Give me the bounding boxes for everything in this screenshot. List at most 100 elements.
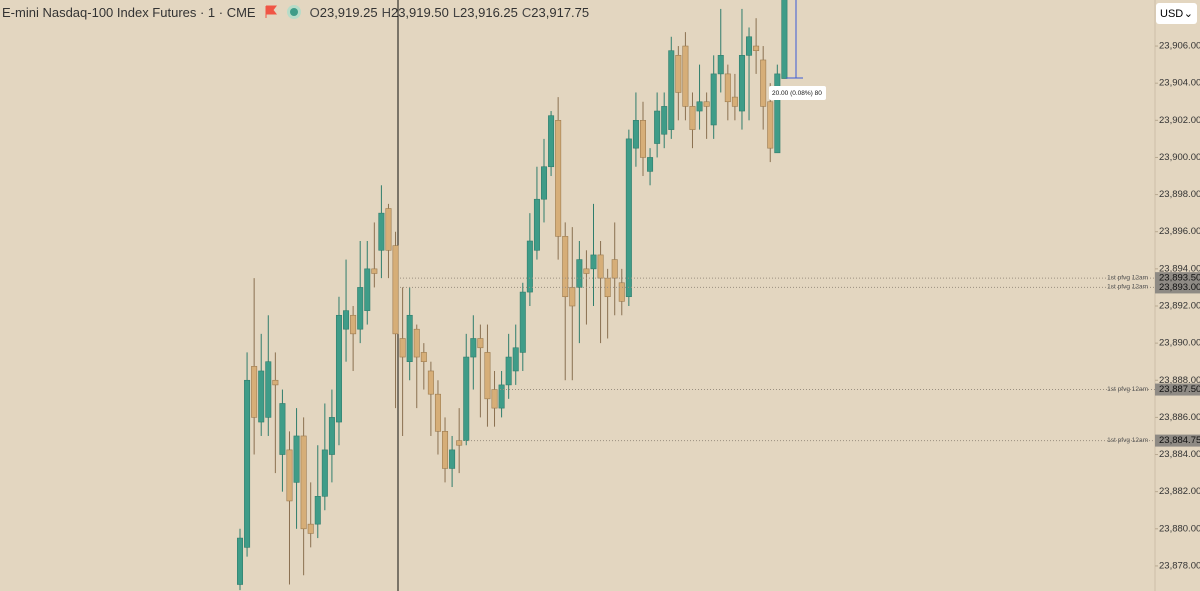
candle-body bbox=[519, 291, 526, 353]
candle-body bbox=[279, 403, 286, 455]
y-tick-label: 23,878.00 bbox=[1159, 560, 1200, 571]
candle-body bbox=[272, 379, 279, 386]
symbol-title[interactable]: E-mini Nasdaq-100 Index Futures · 1 · CM… bbox=[2, 4, 256, 20]
ohlc-key: O bbox=[309, 4, 320, 20]
candle-body bbox=[774, 73, 781, 154]
candle-body bbox=[661, 106, 668, 135]
y-tick-label: 23,888.00 bbox=[1159, 375, 1200, 386]
y-tick-label: 23,900.00 bbox=[1159, 152, 1200, 163]
y-tick-label: 23,906.00 bbox=[1159, 41, 1200, 52]
price-tag-label: 23,893.50 bbox=[1159, 273, 1200, 284]
candle-body bbox=[406, 314, 413, 362]
candle-body bbox=[307, 523, 314, 534]
flag-icon[interactable] bbox=[264, 5, 278, 19]
level-name: 1st pfvg 12am bbox=[1107, 386, 1148, 393]
candle-body bbox=[371, 268, 378, 274]
candle-body bbox=[463, 356, 470, 441]
candle-body bbox=[434, 393, 441, 432]
candle-body bbox=[590, 254, 597, 270]
candle-body bbox=[639, 120, 646, 158]
candles bbox=[237, 0, 788, 591]
candle-body bbox=[675, 55, 682, 93]
candle-body bbox=[760, 59, 767, 107]
candle-body bbox=[724, 73, 731, 103]
candle-body bbox=[258, 370, 265, 423]
measure-label: 20.00 (0.08%) 80 bbox=[772, 90, 822, 97]
candle-body bbox=[682, 45, 689, 107]
candle-body bbox=[703, 101, 710, 107]
y-tick-label: 23,884.00 bbox=[1159, 449, 1200, 460]
price-tag bbox=[1155, 272, 1200, 285]
candle-body bbox=[456, 440, 463, 446]
measure-box bbox=[769, 86, 826, 100]
price-tag-label: 23,893.00 bbox=[1159, 282, 1200, 293]
currency-button[interactable]: USD ⌄ bbox=[1156, 3, 1197, 24]
status-icon[interactable] bbox=[286, 4, 302, 20]
level-name: 1st pfvg 12am bbox=[1107, 274, 1148, 281]
ohlc-key: H bbox=[381, 4, 391, 20]
y-tick-label: 23,882.00 bbox=[1159, 486, 1200, 497]
candle-body bbox=[576, 259, 583, 288]
candle-body bbox=[449, 449, 456, 469]
y-tick-label: 23,890.00 bbox=[1159, 338, 1200, 349]
y-tick-label: 23,886.00 bbox=[1159, 412, 1200, 423]
header: E-mini Nasdaq-100 Index Futures · 1 · CM… bbox=[2, 4, 589, 20]
candle-body bbox=[498, 384, 505, 409]
price-tag-label: 23,887.50 bbox=[1159, 384, 1200, 395]
level-name: 1st pfvg 12am bbox=[1107, 284, 1148, 291]
candle-body bbox=[767, 101, 774, 149]
candle-body bbox=[286, 449, 293, 502]
currency[interactable]: USD bbox=[1160, 7, 1184, 20]
candle-body bbox=[335, 314, 342, 423]
price-axis-panel bbox=[1155, 0, 1200, 591]
candle-body bbox=[350, 314, 357, 335]
candle-body bbox=[512, 347, 519, 372]
candle-body bbox=[618, 282, 625, 302]
candle-body bbox=[696, 101, 703, 112]
candle-body bbox=[484, 352, 491, 400]
candle-body bbox=[378, 212, 385, 251]
candle-body bbox=[731, 96, 738, 107]
candle-body bbox=[300, 435, 307, 530]
candle-body bbox=[526, 240, 533, 293]
candle-body bbox=[237, 537, 244, 585]
ohlc-value: 23,916.25 bbox=[460, 4, 518, 20]
ohlc-value: 23,919.25 bbox=[319, 4, 378, 20]
y-tick-label: 23,896.00 bbox=[1159, 226, 1200, 237]
candle-body bbox=[314, 496, 321, 525]
price-tag bbox=[1155, 281, 1200, 294]
ohlc-value: 23,919.50 bbox=[390, 4, 449, 20]
ohlc-values: O23,919.25 H23,919.50 L23,916.25 C23,917.75 bbox=[306, 5, 590, 20]
candle-body bbox=[477, 338, 484, 349]
candle-body bbox=[597, 254, 604, 279]
candle-body bbox=[385, 208, 392, 251]
candle-body bbox=[399, 338, 406, 358]
candle-body bbox=[470, 338, 477, 358]
ohlc-key: C bbox=[521, 4, 532, 20]
y-tick-label: 23,898.00 bbox=[1159, 189, 1200, 200]
candle-body bbox=[738, 55, 745, 112]
y-tick-label: 23,894.00 bbox=[1159, 263, 1200, 274]
candle-body bbox=[364, 268, 371, 311]
candle-body bbox=[265, 361, 272, 418]
candle-body bbox=[293, 435, 300, 483]
candle-body bbox=[562, 236, 569, 298]
ohlc-key: L bbox=[452, 4, 461, 20]
level-name: 1st pfvg 12am bbox=[1107, 437, 1148, 444]
ohlc-value: 23,917.75 bbox=[531, 4, 590, 20]
candle-body bbox=[654, 110, 661, 144]
candle-body bbox=[717, 55, 724, 75]
candle-body bbox=[533, 198, 540, 251]
candle-body bbox=[569, 287, 576, 307]
candle-body bbox=[746, 36, 753, 56]
candle-body bbox=[244, 379, 251, 548]
price-tag bbox=[1155, 434, 1200, 447]
candle-body bbox=[491, 389, 498, 409]
candle-body bbox=[251, 366, 258, 418]
candle-body bbox=[420, 352, 427, 362]
price-tag bbox=[1155, 383, 1200, 396]
candle-body bbox=[357, 287, 364, 330]
candle-body bbox=[548, 115, 555, 168]
